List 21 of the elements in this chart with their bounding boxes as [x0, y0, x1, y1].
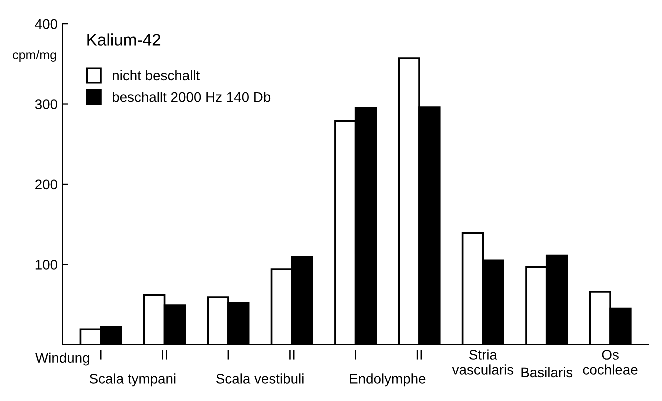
y-tick-label: 400: [35, 19, 58, 30]
x-axis-title: Windung: [36, 352, 90, 366]
x-tick-label: Os cochleae: [583, 350, 638, 375]
y-axis-title: cpm/mg: [13, 50, 56, 62]
y-tick-label: 200: [36, 180, 58, 190]
x-tick-label: Stria vascularis: [452, 350, 514, 375]
x-tick-label: I: [100, 350, 102, 360]
text: Endolymphe: [350, 374, 426, 387]
x-tick-label: II: [416, 350, 422, 360]
y-tick-label: 100: [36, 260, 58, 270]
x-tick-label: I: [355, 350, 356, 360]
x-tick-label: II: [162, 350, 168, 360]
x-tick-label: II: [290, 350, 295, 360]
legend-label: beschallt 2000 Hz 140 Db: [113, 92, 271, 102]
text: Scala vestibuli: [216, 374, 304, 384]
chart-title: Kalium-42: [88, 34, 161, 46]
text: Scala tympani: [90, 374, 176, 387]
x-tick-label: I: [228, 350, 230, 360]
y-tick-label: 300: [35, 100, 58, 110]
legend-label: nicht beschallt: [113, 70, 200, 81]
x-tick-label: Basilaris: [522, 367, 573, 378]
